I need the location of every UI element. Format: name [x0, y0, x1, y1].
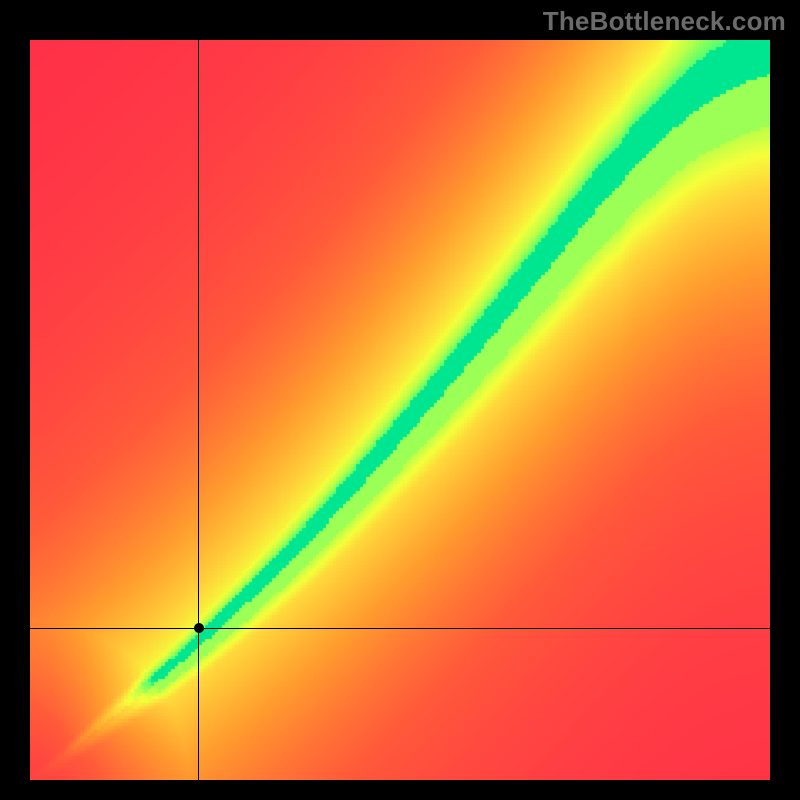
- watermark-text: TheBottleneck.com: [543, 6, 786, 37]
- crosshair-horizontal: [30, 628, 770, 629]
- chart-container: TheBottleneck.com: [0, 0, 800, 800]
- heatmap-canvas: [30, 40, 770, 780]
- plot-area: [30, 40, 770, 780]
- crosshair-vertical: [198, 40, 199, 780]
- marker-dot: [194, 623, 204, 633]
